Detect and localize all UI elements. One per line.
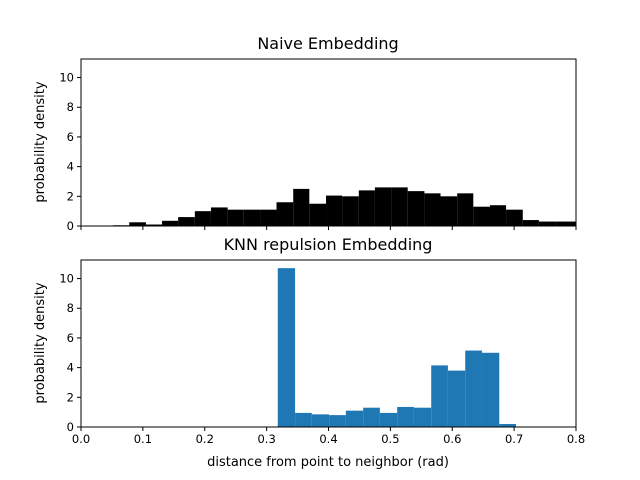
histogram-bar [276, 202, 294, 226]
histogram-bar [129, 222, 146, 226]
histogram-bars [113, 187, 576, 226]
y-tick-label: 6 [67, 130, 74, 144]
x-tick-label: 0.8 [567, 432, 585, 446]
histogram-bar [379, 412, 398, 427]
histogram-bar [506, 209, 523, 226]
x-tick-label: 0.6 [443, 432, 461, 446]
histogram-bar [440, 196, 458, 226]
subplot-title: Naive Embedding [257, 34, 398, 53]
y-tick-label: 10 [59, 71, 74, 85]
histogram-bar [391, 187, 408, 226]
x-tick-label: 0.1 [134, 432, 152, 446]
x-tick-label: 0.0 [72, 432, 90, 446]
histogram-bar [311, 414, 330, 427]
histogram-bar [447, 370, 466, 427]
histogram-bar [210, 207, 228, 226]
histogram-bar [413, 407, 432, 427]
histogram-bar [457, 193, 474, 226]
histogram-bar [424, 193, 441, 226]
histogram-bar [260, 209, 277, 226]
axes-frame [80, 259, 577, 428]
histogram-bar [555, 221, 576, 226]
histogram-bar [329, 415, 346, 427]
histogram-bar [465, 350, 482, 427]
histogram-bar [227, 209, 244, 226]
subplot-title: KNN repulsion Embedding [224, 235, 433, 254]
subplot-naive: Naive Embedding probability density 0 2 4 6… [33, 34, 577, 233]
histogram-bar [295, 412, 312, 427]
y-axis-label: probability density [33, 282, 48, 403]
subplot-knn-repulsion: KNN repulsion Embedding probability dens… [33, 235, 585, 470]
y-tick-label: 10 [59, 272, 74, 286]
x-axis-ticks [80, 226, 577, 230]
y-tick-label: 4 [67, 160, 74, 174]
histogram-bar [326, 195, 343, 226]
histogram-bar [374, 187, 392, 226]
y-tick-label: 2 [67, 189, 74, 203]
histogram-bar [243, 209, 261, 226]
histogram-bar [277, 268, 296, 427]
x-tick-label: 0.2 [196, 432, 214, 446]
histogram-bar [481, 352, 500, 427]
y-axis-ticks: 0 2 4 6 8 10 [59, 272, 81, 434]
histogram-bar [489, 205, 507, 226]
y-tick-label: 4 [67, 361, 74, 375]
histogram-bar [522, 220, 539, 226]
y-tick-label: 8 [67, 100, 74, 114]
histogram-bar [342, 196, 359, 226]
histogram-bar [431, 365, 448, 427]
histogram-bar [145, 224, 163, 226]
y-tick-label: 0 [67, 219, 74, 233]
histogram-bar [345, 410, 364, 427]
histogram-bar [194, 211, 211, 226]
x-tick-label: 0.3 [257, 432, 275, 446]
y-tick-label: 8 [67, 301, 74, 315]
histogram-bars [277, 268, 516, 427]
histogram-bar [538, 221, 556, 226]
histogram-bar [397, 406, 414, 427]
y-tick-label: 2 [67, 390, 74, 404]
y-tick-label: 6 [67, 331, 74, 345]
y-axis-ticks: 0 2 4 6 8 10 [59, 71, 81, 233]
x-axis-ticks: 0.0 0.1 0.2 0.3 0.4 0.5 0.6 0.7 0.8 [72, 427, 585, 446]
histogram-bar [178, 217, 195, 226]
y-tick-label: 0 [67, 420, 74, 434]
histogram-bar [309, 203, 327, 226]
x-tick-label: 0.5 [381, 432, 399, 446]
x-tick-label: 0.4 [319, 432, 337, 446]
axes-frame [80, 58, 577, 227]
histogram-bar [473, 206, 490, 226]
x-tick-label: 0.7 [505, 432, 523, 446]
y-axis-label: probability density [33, 81, 48, 202]
histogram-bar [499, 424, 516, 427]
histogram-bar [293, 188, 310, 226]
histogram-bar [363, 407, 380, 427]
histogram-bar [162, 220, 179, 226]
histogram-bar [407, 191, 425, 226]
x-axis-label: distance from point to neighbor (rad) [207, 455, 449, 470]
histogram-bar [358, 190, 375, 226]
